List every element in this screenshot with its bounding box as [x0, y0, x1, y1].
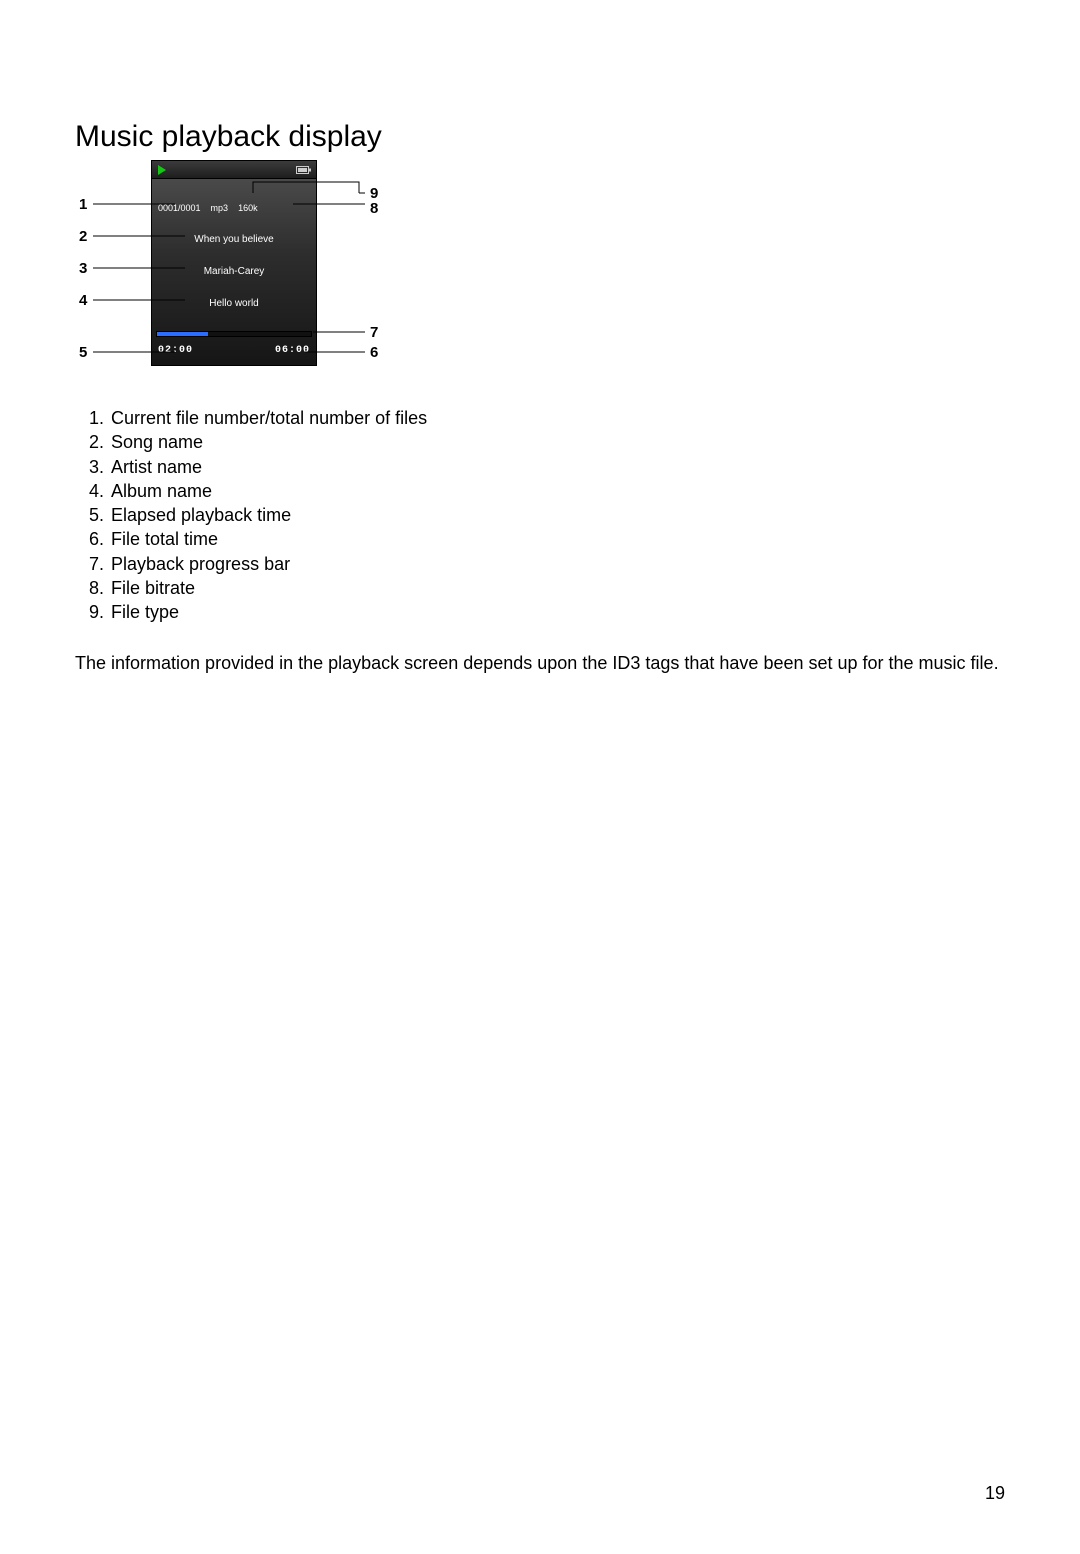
- legend-list: Current file number/total number of file…: [75, 406, 1005, 625]
- callout-8: 8: [370, 200, 378, 217]
- legend-item: File total time: [109, 527, 1005, 551]
- section-title: Music playback display: [75, 120, 1005, 154]
- callout-6: 6: [370, 344, 378, 361]
- playback-diagram: 0001/0001 mp3 160k When you believe Mari…: [75, 160, 475, 390]
- page-number: 19: [985, 1483, 1005, 1504]
- legend-item: Current file number/total number of file…: [109, 406, 1005, 430]
- legend-item: Playback progress bar: [109, 552, 1005, 576]
- legend-item: File bitrate: [109, 576, 1005, 600]
- legend-item: Elapsed playback time: [109, 503, 1005, 527]
- callout-7: 7: [370, 324, 378, 341]
- footnote-text: The information provided in the playback…: [75, 651, 1005, 675]
- legend-item: Album name: [109, 479, 1005, 503]
- callout-3: 3: [79, 260, 87, 277]
- document-page: Music playback display 0001/0001 mp3 160…: [0, 0, 1080, 1554]
- callout-4: 4: [79, 292, 87, 309]
- callout-1: 1: [79, 196, 87, 213]
- callout-2: 2: [79, 228, 87, 245]
- callout-5: 5: [79, 344, 87, 361]
- callout-lines: [75, 160, 475, 390]
- legend-item: File type: [109, 600, 1005, 624]
- legend-item: Artist name: [109, 455, 1005, 479]
- legend-item: Song name: [109, 430, 1005, 454]
